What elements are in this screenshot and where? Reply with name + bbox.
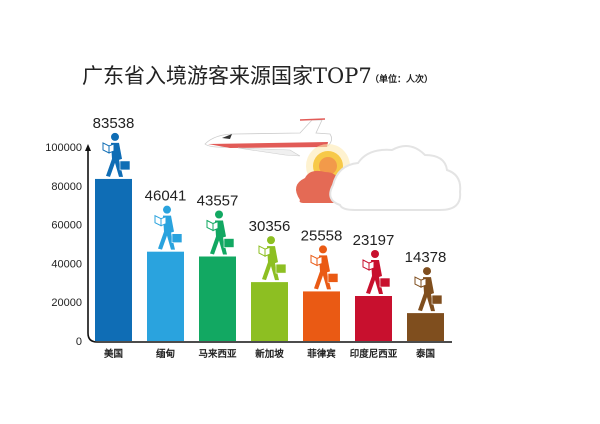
chart-title: 广东省入境游客来源国家TOP7	[82, 64, 372, 88]
bar	[251, 282, 288, 341]
y-tick-label: 100000	[45, 142, 82, 154]
x-tick-label: 菲律宾	[307, 348, 336, 360]
axes	[87, 148, 452, 343]
walking-traveler-icon	[102, 132, 131, 177]
walking-traveler-icon	[154, 205, 183, 250]
chart-subtitle: （单位：人次）	[370, 73, 433, 85]
value-label: 14378	[405, 249, 447, 266]
x-tick-label: 新加坡	[255, 348, 284, 360]
walking-traveler-icon	[310, 245, 339, 290]
walking-traveler-icon	[362, 249, 391, 294]
value-label: 43557	[197, 192, 239, 209]
bar	[199, 256, 236, 341]
bar	[147, 251, 184, 341]
x-tick-label: 缅甸	[156, 348, 175, 360]
y-tick-label: 60000	[51, 220, 82, 232]
bar	[95, 178, 132, 341]
value-label: 30356	[249, 218, 291, 235]
x-tick-label: 马来西亚	[198, 348, 237, 360]
walking-traveler-icon	[206, 210, 235, 255]
value-label: 83538	[93, 115, 135, 132]
x-tick-label: 印度尼西亚	[350, 348, 398, 360]
y-tick-label: 0	[76, 336, 82, 348]
y-tick-label: 40000	[51, 258, 82, 270]
y-axis-arrow	[85, 144, 91, 151]
value-label: 46041	[145, 188, 187, 205]
value-label: 23197	[353, 232, 395, 249]
bar	[355, 295, 392, 341]
airplane-icon	[204, 118, 332, 157]
x-tick-label: 泰国	[415, 348, 435, 360]
y-tick-label: 80000	[51, 181, 82, 193]
walking-traveler-icon	[414, 267, 443, 312]
bar	[303, 291, 340, 341]
value-label: 25558	[301, 227, 343, 244]
x-tick-label: 美国	[103, 348, 123, 360]
walking-traveler-icon	[258, 236, 287, 281]
bar	[407, 313, 444, 341]
cloud-icon	[296, 145, 462, 211]
y-tick-label: 20000	[51, 297, 82, 309]
